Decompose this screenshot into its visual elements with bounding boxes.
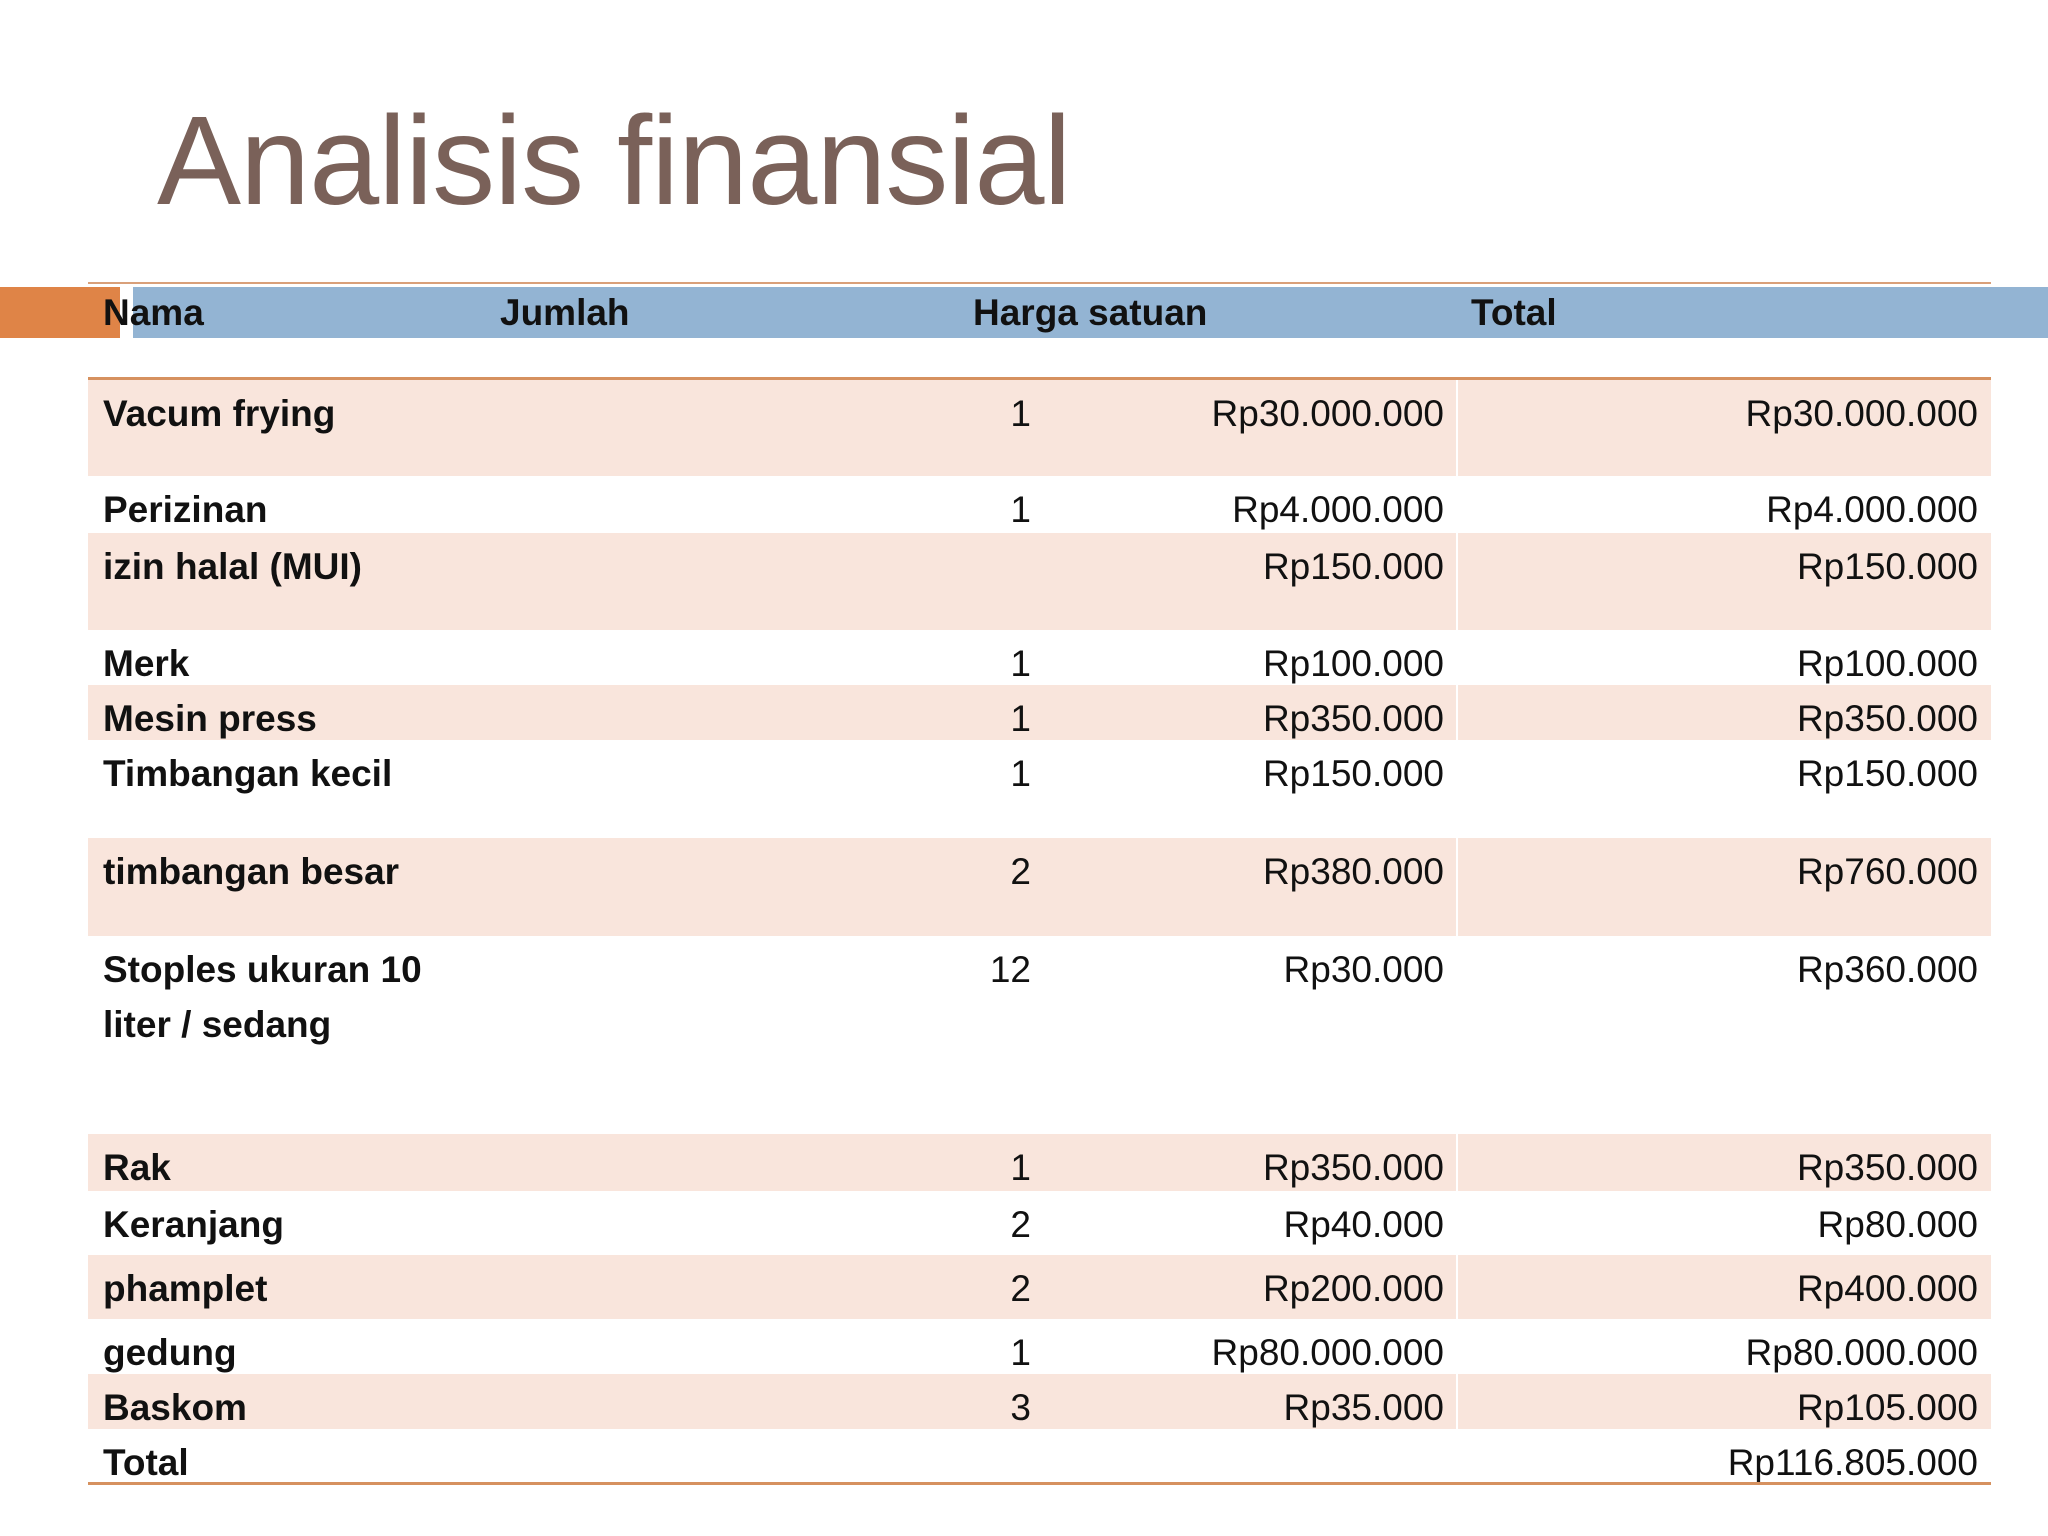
cell-price: Rp40.000 [1283,1204,1444,1245]
cell-total: Rp80.000.000 [1745,1332,1978,1373]
cell-price: Rp380.000 [1262,851,1444,892]
cell-total: Rp760.000 [1796,851,1978,892]
accent-block [0,287,120,338]
cell-name: Perizinan [103,489,268,530]
cell-name: Total [103,1442,189,1483]
table-row: Rak 1 Rp350.000 Rp350.000 [88,1134,1991,1191]
cell-total: Rp4.000.000 [1766,489,1978,530]
cell-qty: 1 [1010,1147,1031,1188]
table-row: timbangan besar 2 Rp380.000 Rp760.000 [88,838,1991,936]
table-row: izin halal (MUI) Rp150.000 Rp150.000 [88,533,1991,630]
cell-qty: 1 [1010,489,1031,530]
cell-name: Merk [103,643,190,684]
cell-total: Rp150.000 [1796,753,1978,794]
table-body: Vacum frying 1 Rp30.000.000 Rp30.000.000… [88,380,1991,1484]
cell-qty: 2 [1010,1268,1031,1309]
cell-name: Vacum frying [103,393,336,434]
cell-price: Rp150.000 [1262,753,1444,794]
cell-price: Rp350.000 [1262,698,1444,739]
cell-name: timbangan besar [103,851,400,892]
title-divider [88,282,1991,284]
cell-name: Baskom [103,1387,247,1428]
table-top-rule [88,377,1991,380]
cell-total: Rp80.000 [1817,1204,1978,1245]
cell-price: Rp200.000 [1262,1268,1444,1309]
cell-total: Rp30.000.000 [1745,393,1978,434]
slide-title: Analisis finansial [157,90,1071,231]
table-row-total: Total Rp116.805.000 [88,1429,1991,1484]
header-price: Harga satuan [973,292,1208,333]
cell-name: gedung [103,1332,237,1373]
table-header: Nama Jumlah Harga satuan Total [0,287,2048,338]
cell-qty: 1 [1010,393,1031,434]
cell-name: Timbangan kecil [103,753,393,794]
table-row: phamplet 2 Rp200.000 Rp400.000 [88,1255,1991,1319]
cell-name: Stoples ukuran 10 liter / sedang [103,949,422,1045]
cell-name: izin halal (MUI) [103,546,362,587]
cell-qty: 1 [1010,1332,1031,1373]
cell-price: Rp100.000 [1262,643,1444,684]
cell-price: Rp30.000 [1283,949,1444,990]
table-row: Stoples ukuran 10 liter / sedang 12 Rp30… [88,936,1991,1134]
cell-total: Rp360.000 [1796,949,1978,990]
cell-total: Rp100.000 [1796,643,1978,684]
header-qty: Jumlah [500,292,630,333]
cell-price: Rp80.000.000 [1211,1332,1444,1373]
cell-total: Rp150.000 [1796,546,1978,587]
cell-qty: 1 [1010,698,1031,739]
cell-qty: 1 [1010,753,1031,794]
cell-total: Rp400.000 [1796,1268,1978,1309]
cell-price: Rp4.000.000 [1232,489,1444,530]
header-name: Nama [103,292,204,333]
cell-price: Rp350.000 [1262,1147,1444,1188]
cell-name: Rak [103,1147,171,1188]
cell-qty: 2 [1010,1204,1031,1245]
cell-qty: 2 [1010,851,1031,892]
table-row: Merk 1 Rp100.000 Rp100.000 [88,630,1991,685]
cell-total: Rp116.805.000 [1727,1442,1978,1483]
cell-name: phamplet [103,1268,268,1309]
cell-qty: 3 [1010,1387,1031,1428]
cell-name: Keranjang [103,1204,284,1245]
cell-total: Rp350.000 [1796,1147,1978,1188]
cell-price: Rp150.000 [1262,546,1444,587]
cell-price: Rp35.000 [1283,1387,1444,1428]
cell-total: Rp350.000 [1796,698,1978,739]
table-row: Keranjang 2 Rp40.000 Rp80.000 [88,1191,1991,1255]
table-row: Perizinan 1 Rp4.000.000 Rp4.000.000 [88,476,1991,533]
table-row: Vacum frying 1 Rp30.000.000 Rp30.000.000 [88,380,1991,476]
table-row: Timbangan kecil 1 Rp150.000 Rp150.000 [88,740,1991,838]
header-band [133,287,2048,338]
cell-total: Rp105.000 [1796,1387,1978,1428]
cell-qty: 1 [1010,643,1031,684]
table-row: Baskom 3 Rp35.000 Rp105.000 [88,1374,1991,1429]
cell-qty: 12 [989,949,1031,990]
table-bottom-rule [88,1482,1991,1485]
cell-name: Mesin press [103,698,317,739]
header-total: Total [1471,292,1557,333]
table-row: gedung 1 Rp80.000.000 Rp80.000.000 [88,1319,1991,1374]
table-row: Mesin press 1 Rp350.000 Rp350.000 [88,685,1991,740]
cell-price: Rp30.000.000 [1211,393,1444,434]
